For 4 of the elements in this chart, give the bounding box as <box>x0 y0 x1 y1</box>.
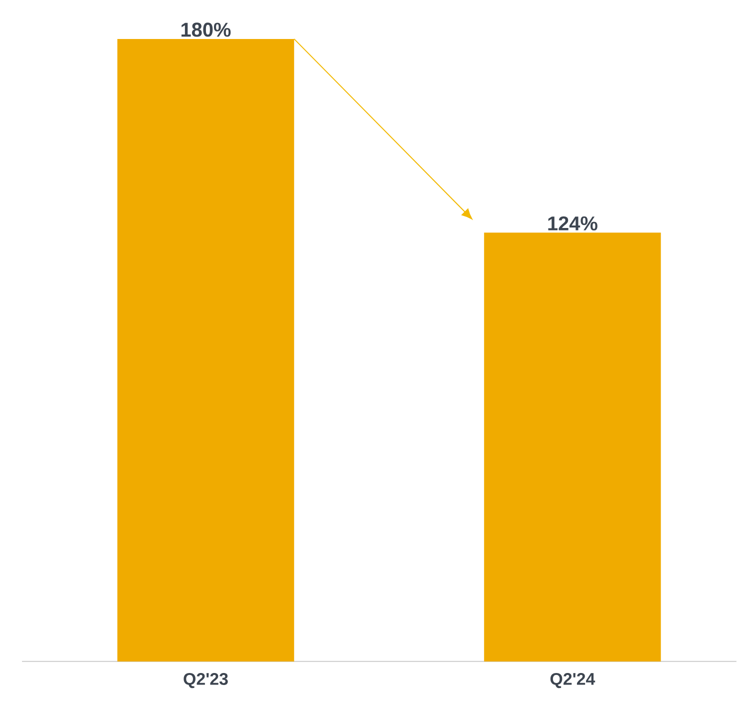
x-tick-label: Q2'24 <box>550 672 596 688</box>
data-label: 180% <box>182 22 231 37</box>
data-label: 124% <box>548 216 598 230</box>
x-tick-label: Q2'23 <box>184 672 228 688</box>
